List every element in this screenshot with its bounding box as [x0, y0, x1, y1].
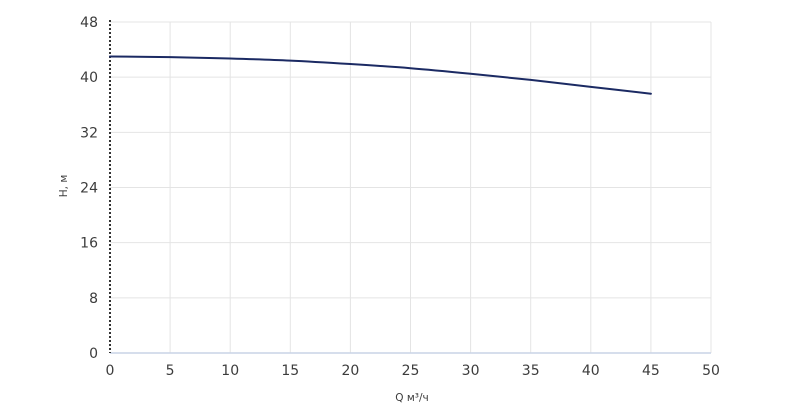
- x-axis-title: Q м³/ч: [395, 392, 428, 404]
- y-tick-label: 48: [80, 15, 98, 31]
- grid: [110, 21, 712, 353]
- y-tick-label: 16: [80, 236, 98, 252]
- y-tick-label: 24: [80, 181, 98, 197]
- x-tick-label: 15: [281, 363, 299, 379]
- y-tick-label: 32: [80, 125, 98, 141]
- x-tick-label: 5: [166, 363, 175, 379]
- x-tick-label: 50: [702, 363, 720, 379]
- x-tick-label: 40: [582, 363, 600, 379]
- x-tick-label: 0: [106, 363, 115, 379]
- x-tick-label: 30: [462, 363, 480, 379]
- y-tick-label: 0: [89, 346, 98, 362]
- y-tick-labels: 0 8 16 24 32 40 48: [80, 15, 98, 362]
- series-layer: [109, 55, 652, 95]
- y-tick-label: 40: [80, 70, 98, 86]
- x-tick-label: 35: [522, 363, 540, 379]
- x-tick-label: 20: [341, 363, 359, 379]
- y-axis-title: H, м: [58, 175, 70, 198]
- x-tick-label: 10: [221, 363, 239, 379]
- series-line: [109, 55, 652, 95]
- y-tick-label: 8: [89, 291, 98, 307]
- x-tick-labels: 0 5 10 15 20 25 30 35 40 45 50: [106, 363, 720, 379]
- x-tick-label: 45: [642, 363, 660, 379]
- x-tick-label: 25: [402, 363, 420, 379]
